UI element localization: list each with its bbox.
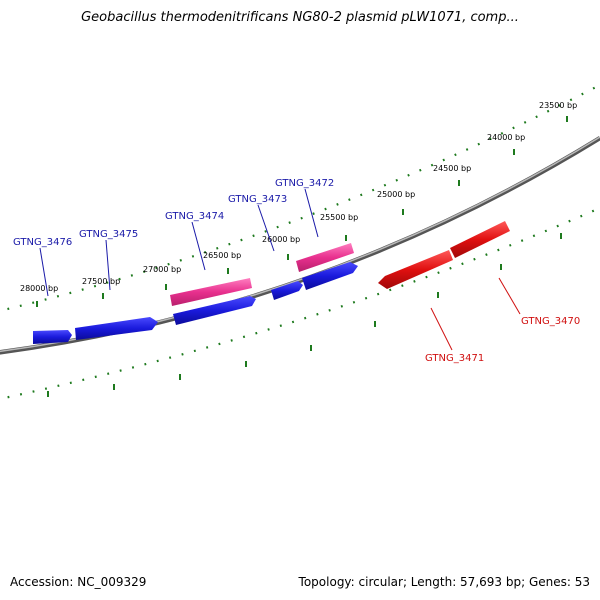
label-leader-line	[257, 204, 275, 252]
gene-arrow[interactable]	[271, 281, 303, 300]
tick-label: 27500 bp	[82, 277, 120, 286]
label-leader-line	[304, 188, 319, 238]
gene-label[interactable]: GTNG_3474	[165, 211, 224, 222]
gene-label[interactable]: GTNG_3472	[275, 178, 334, 189]
tick-label: 26500 bp	[203, 251, 241, 260]
tick-label: 28000 bp	[20, 284, 58, 293]
label-leader-line	[191, 221, 206, 271]
label-leader-line	[105, 239, 111, 291]
gene-arrow-highlighted[interactable]	[170, 278, 252, 306]
gene-arrow-highlighted[interactable]	[296, 243, 354, 272]
accession-text: Accession: NC_009329	[10, 575, 147, 589]
gene-arrow[interactable]	[302, 262, 358, 290]
gene-arrow[interactable]	[33, 330, 72, 344]
outer-ruler-major-ticks	[36, 116, 568, 307]
tick-label: 27000 bp	[143, 265, 181, 274]
gene-label[interactable]: GTNG_3473	[228, 194, 287, 205]
gene-label[interactable]: GTNG_3476	[13, 237, 72, 248]
gene-label[interactable]: GTNG_3470	[521, 316, 580, 327]
gene-arrow-reverse[interactable]	[450, 221, 510, 258]
gene-arrow-reverse[interactable]	[378, 250, 453, 289]
label-leader-line	[430, 307, 453, 351]
inner-ruler-major-ticks	[47, 233, 562, 397]
gene-arrow[interactable]	[75, 317, 158, 340]
gene-label[interactable]: GTNG_3471	[425, 353, 484, 364]
tick-label: 25500 bp	[320, 213, 358, 222]
tick-label: 25000 bp	[377, 190, 415, 199]
label-leader-line	[39, 247, 49, 297]
gene-label[interactable]: GTNG_3475	[79, 229, 138, 240]
tick-label: 23500 bp	[539, 101, 577, 110]
gene-arrow[interactable]	[173, 296, 256, 325]
tick-label: 24500 bp	[433, 164, 471, 173]
label-leader-line	[498, 277, 521, 315]
map-title: Geobacillus thermodenitrificans NG80-2 p…	[81, 10, 519, 25]
tick-label: 24000 bp	[487, 133, 525, 142]
tick-label: 26000 bp	[262, 235, 300, 244]
topology-summary: Topology: circular; Length: 57,693 bp; G…	[298, 575, 590, 589]
